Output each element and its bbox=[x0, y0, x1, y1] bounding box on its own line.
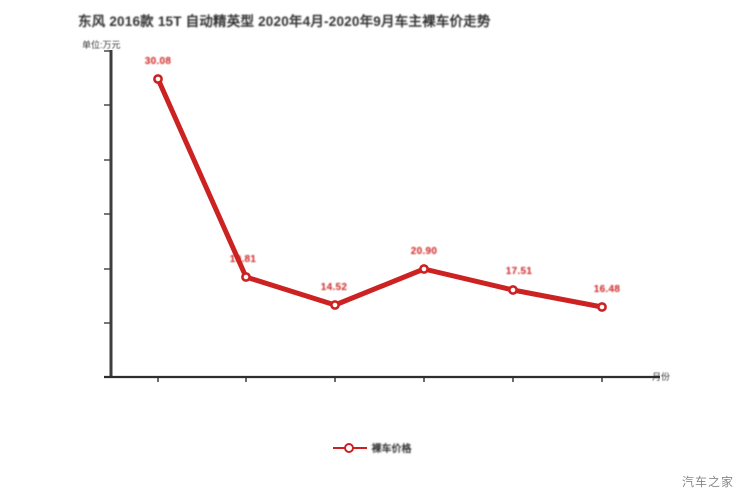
data-point-marker[interactable] bbox=[508, 285, 518, 295]
x-axis-ticks bbox=[157, 377, 603, 382]
legend-label: 裸车价格 bbox=[371, 444, 412, 455]
watermark-autohome: 汽车之家 bbox=[681, 475, 734, 489]
data-point-label: 14.52 bbox=[320, 282, 348, 293]
y-axis-ticks bbox=[104, 50, 110, 378]
data-point-label: 19.81 bbox=[229, 254, 257, 265]
y-axis-label: 单位:万元 bbox=[82, 40, 121, 50]
data-point-marker[interactable] bbox=[153, 74, 163, 84]
chart-legend: 裸车价格 bbox=[0, 440, 744, 455]
data-point-label: 20.90 bbox=[410, 246, 438, 257]
legend-marker-icon bbox=[332, 442, 367, 454]
data-point-label: 17.51 bbox=[505, 266, 533, 277]
data-point-marker[interactable] bbox=[597, 302, 607, 312]
series-markers bbox=[153, 74, 607, 312]
data-point-label: 30.08 bbox=[144, 56, 172, 67]
data-point-marker[interactable] bbox=[419, 264, 429, 274]
data-point-marker[interactable] bbox=[241, 272, 251, 282]
series-line-bare-car-price bbox=[155, 76, 605, 310]
x-axis-label: 月份 bbox=[652, 372, 671, 382]
chart-title: 东风 2016款 15T 自动精英型 2020年4月-2020年9月车主裸车价走… bbox=[78, 14, 491, 29]
data-point-label: 16.48 bbox=[593, 284, 621, 295]
legend-item-bare-car-price[interactable]: 裸车价格 bbox=[332, 440, 412, 455]
data-point-marker[interactable] bbox=[330, 300, 340, 310]
